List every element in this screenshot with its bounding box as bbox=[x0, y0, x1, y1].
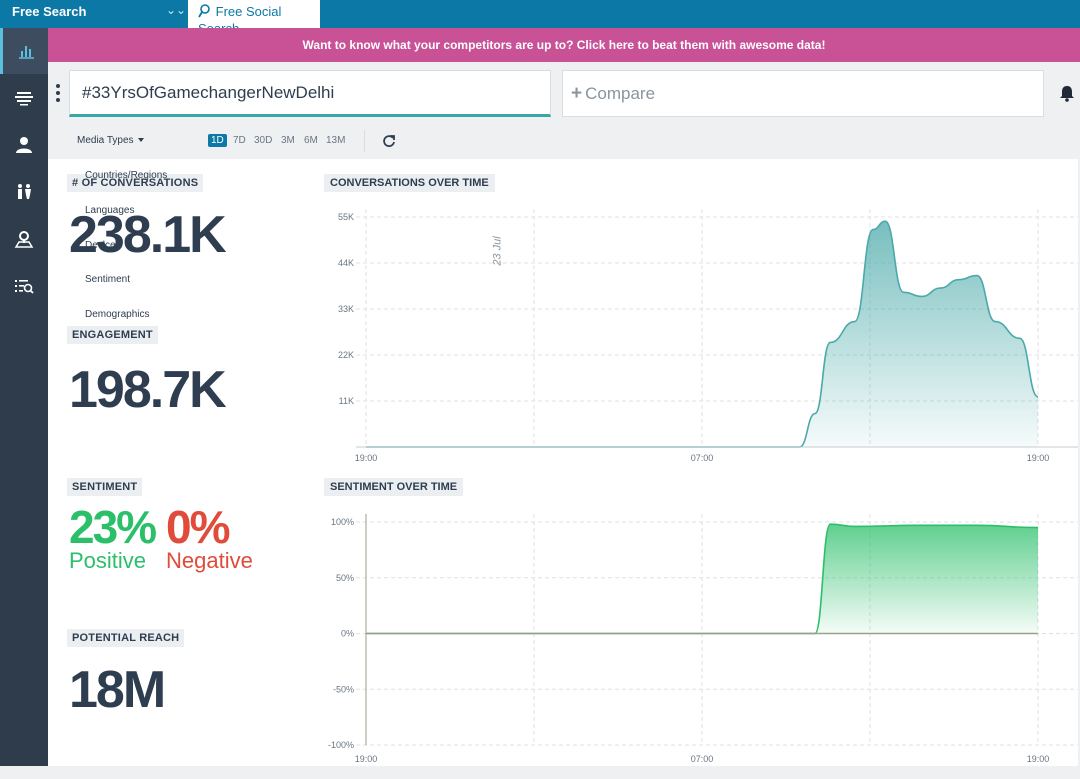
user-icon bbox=[16, 137, 32, 153]
reach-label: POTENTIAL REACH bbox=[67, 629, 185, 647]
sentiment-chart-title: SENTIMENT OVER TIME bbox=[324, 478, 464, 496]
y-tick-label: 11K bbox=[339, 396, 354, 406]
y-tick-label: -50% bbox=[333, 684, 354, 694]
compare-input[interactable]: + Compare bbox=[562, 70, 1044, 117]
refresh-icon[interactable] bbox=[382, 134, 396, 148]
media-types-label: Media Types bbox=[77, 135, 134, 146]
sidebar bbox=[0, 28, 48, 779]
dropdown-item-sentiment[interactable]: Sentiment bbox=[85, 274, 131, 285]
bottom-strip bbox=[0, 766, 1080, 779]
map-pin-icon bbox=[14, 231, 34, 248]
sidebar-item-location[interactable] bbox=[0, 216, 48, 262]
x-tick-label: 19:00 bbox=[355, 453, 378, 463]
tab-free-search-label: Free Search bbox=[12, 4, 87, 19]
engagement-value: 198.7K bbox=[69, 361, 227, 419]
date-annotation: 23 Jul bbox=[491, 236, 503, 267]
dropdown-item-languages[interactable]: Languages bbox=[85, 205, 135, 216]
media-types-dropdown[interactable]: Media Types bbox=[77, 135, 144, 146]
negative-percent: 0% bbox=[166, 501, 231, 553]
conversations-label: # OF CONVERSATIONS bbox=[67, 174, 204, 192]
bar-chart-icon bbox=[18, 46, 34, 59]
negative-label: Negative bbox=[166, 548, 253, 573]
more-options-icon[interactable] bbox=[56, 84, 62, 104]
stream-icon bbox=[15, 92, 33, 106]
compare-label: Compare bbox=[585, 84, 656, 103]
caret-down-icon bbox=[137, 138, 144, 143]
search-icon bbox=[198, 4, 212, 21]
sidebar-item-analytics[interactable] bbox=[0, 28, 48, 74]
sidebar-item-stream[interactable] bbox=[0, 75, 48, 121]
dropdown-item-device[interactable]: Device bbox=[85, 240, 116, 251]
tab-free-social-search[interactable]: Free Social Search bbox=[188, 0, 320, 36]
x-tick-label: 19:00 bbox=[1027, 754, 1050, 764]
sidebar-item-demographics[interactable] bbox=[0, 169, 48, 215]
divider bbox=[364, 130, 365, 152]
sentiment-label: SENTIMENT bbox=[67, 478, 143, 496]
range-3m[interactable]: 3M bbox=[281, 135, 295, 146]
y-tick-label: 50% bbox=[336, 573, 354, 583]
y-tick-label: 22K bbox=[338, 350, 354, 360]
search-input[interactable]: #33YrsOfGamechangerNewDelhi bbox=[69, 70, 551, 117]
conversations-chart-title: CONVERSATIONS OVER TIME bbox=[324, 174, 495, 192]
double-chevron-down-icon[interactable]: ⌄⌄ bbox=[166, 3, 187, 17]
y-tick-label: 33K bbox=[338, 304, 354, 314]
list-search-icon bbox=[15, 280, 34, 294]
x-tick-label: 19:00 bbox=[355, 754, 378, 764]
tab-free-search[interactable]: Free Search ⌄⌄ bbox=[0, 0, 186, 28]
top-bar: Free Search ⌄⌄ Free Social Search bbox=[0, 0, 1080, 36]
y-tick-label: 0% bbox=[341, 629, 354, 639]
plus-icon: + bbox=[571, 83, 583, 104]
range-30d[interactable]: 30D bbox=[254, 135, 273, 146]
range-1d[interactable]: 1D bbox=[208, 134, 227, 147]
metrics-column bbox=[48, 159, 304, 766]
y-tick-label: 55K bbox=[338, 212, 354, 222]
series-area bbox=[366, 221, 1038, 447]
series-area bbox=[366, 524, 1038, 634]
y-tick-label: 100% bbox=[331, 517, 354, 527]
bell-icon[interactable] bbox=[1058, 84, 1076, 102]
promo-banner[interactable]: Want to know what your competitors are u… bbox=[48, 28, 1080, 62]
y-tick-label: -100% bbox=[328, 740, 354, 750]
engagement-label: ENGAGEMENT bbox=[67, 326, 158, 344]
range-6m[interactable]: 6M bbox=[304, 135, 318, 146]
x-tick-label: 07:00 bbox=[691, 453, 714, 463]
sidebar-item-influencers[interactable] bbox=[0, 122, 48, 168]
conversations-value: 238.1K bbox=[69, 206, 227, 264]
positive-label: Positive bbox=[69, 548, 147, 573]
dropdown-item-demographics[interactable]: Demographics bbox=[85, 309, 150, 320]
positive-percent: 23% bbox=[69, 501, 157, 553]
x-tick-label: 07:00 bbox=[691, 754, 714, 764]
people-icon bbox=[18, 184, 31, 199]
conversations-chart: 11K 22K 33K 44K 55K 19:00 07:00 19:00 23 Jul bbox=[338, 209, 1078, 463]
dropdown-item-countries[interactable]: Countries/Regions bbox=[85, 170, 168, 181]
sidebar-item-search-list[interactable] bbox=[0, 263, 48, 309]
y-tick-label: 44K bbox=[338, 258, 354, 268]
x-tick-label: 19:00 bbox=[1027, 453, 1050, 463]
reach-value: 18M bbox=[69, 661, 166, 719]
range-7d[interactable]: 7D bbox=[233, 135, 246, 146]
sentiment-chart: 100%50%0%-50%-100%19:00 07:00 19:00 bbox=[328, 514, 1078, 764]
range-13m[interactable]: 13M bbox=[326, 135, 346, 146]
